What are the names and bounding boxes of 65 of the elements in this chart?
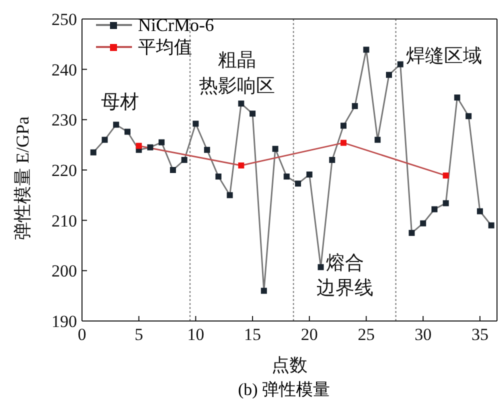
y-tick-label: 230: [52, 110, 77, 130]
point: [284, 174, 290, 180]
point: [408, 230, 415, 236]
x-tick-label: 30: [414, 325, 432, 344]
point: [226, 192, 233, 198]
point: [158, 139, 165, 146]
point: [340, 122, 347, 129]
point: [102, 136, 108, 143]
point: [454, 94, 460, 101]
point: [272, 146, 278, 152]
legend-label: NiCrMo-6: [138, 14, 214, 36]
point: [476, 208, 483, 214]
point: [466, 113, 472, 120]
point: [250, 110, 256, 117]
x-tick-label: 20: [300, 325, 318, 344]
x-tick-label: 15: [244, 325, 262, 344]
point: [147, 144, 154, 150]
point: [181, 156, 188, 163]
x-tick-label: 5: [134, 325, 144, 344]
annotation: 熔合: [326, 253, 364, 275]
point: [260, 288, 267, 294]
point: [431, 206, 438, 212]
y-tick-label: 240: [52, 60, 77, 80]
point: [420, 220, 426, 226]
point: [386, 72, 392, 78]
point: [352, 103, 358, 110]
annotation: 粗晶: [218, 50, 256, 72]
annotation: 热影响区: [199, 76, 275, 98]
point: [397, 61, 404, 68]
y-tick-label: 250: [52, 10, 77, 30]
point: [442, 172, 449, 179]
point: [136, 142, 142, 149]
point: [238, 162, 244, 168]
x-axis-title: 点数: [272, 355, 308, 375]
point: [215, 174, 222, 180]
x-tick-label: 25: [358, 325, 375, 344]
point: [192, 120, 199, 127]
point: [329, 156, 336, 163]
point: [340, 140, 347, 146]
x-tick-label: 35: [471, 325, 488, 344]
point: [442, 200, 449, 206]
legend-label: 平均值: [138, 36, 192, 58]
point: [238, 100, 244, 107]
point: [113, 122, 120, 128]
point: [170, 167, 176, 173]
point: [374, 136, 381, 143]
text: (b) 弹性模量: [236, 379, 332, 401]
point: [90, 149, 96, 156]
y-axis-title: 弹性模量 E/GPa: [12, 116, 32, 240]
y-tick-label: 200: [52, 262, 77, 281]
point: [204, 146, 210, 153]
point: [363, 46, 370, 53]
point: [488, 222, 494, 228]
point: [124, 128, 130, 135]
point: [306, 172, 312, 178]
annotation: 边界线: [316, 278, 374, 300]
y-tick-label: 190: [52, 312, 77, 332]
y-tick-label: 220: [52, 161, 77, 180]
x-tick-label: 10: [187, 325, 204, 344]
annotation: 焊缝区域: [406, 46, 482, 68]
annotation: 母材: [101, 92, 139, 114]
point: [295, 180, 302, 187]
x-tick-label: 0: [78, 325, 86, 344]
point: [318, 264, 324, 270]
y-tick-label: 210: [52, 211, 77, 230]
